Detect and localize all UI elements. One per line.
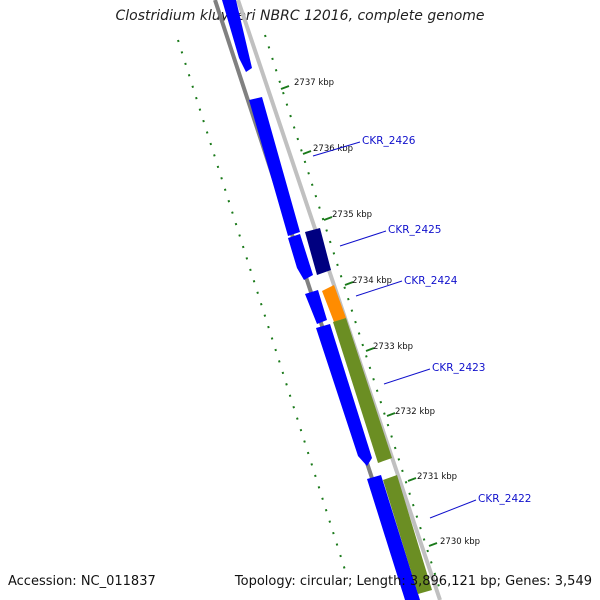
kbp-tick-2735 [323,216,333,221]
genome-title: Clostridium kluyveri NBRC 12016, complet… [115,8,485,24]
gene-label-leader [312,141,361,157]
gene-feature-dark-navy[interactable] [305,228,331,275]
kbp-label: 2736 kbp [313,144,353,154]
kbp-label: 2731 kbp [417,472,457,482]
gene-feature-forward-4[interactable] [305,290,327,324]
gene-feature-forward-5[interactable] [316,324,372,466]
gene-feature-forward-3[interactable] [288,234,313,280]
gene-label-leader [429,499,477,519]
kbp-label: 2737 kbp [294,78,334,88]
gene-feature-olive-1[interactable] [333,318,392,463]
kbp-tick-2731 [407,477,417,482]
kbp-label: 2733 kbp [373,342,413,352]
gene-feature-olive-2[interactable] [383,475,432,594]
gene-feature-orange[interactable] [322,285,346,322]
kbp-tick-2737 [280,85,290,90]
topology-summary-text: Topology: circular; Length: 3,896,121 bp… [234,574,592,589]
kbp-tick-2734 [344,281,354,286]
kbp-label: 2734 kbp [352,276,392,286]
gene-label-leader [383,368,431,385]
gene-label-leader [355,280,403,297]
gene-feature-forward-1[interactable] [222,0,252,72]
inner-ruler-dotted [264,34,441,591]
outer-ruler-dotted [177,39,346,571]
kbp-tick-2732 [386,412,396,417]
kbp-label: 2732 kbp [395,407,435,417]
gene-label-leader [339,230,387,247]
kbp-label: 2735 kbp [332,210,372,220]
gene-label-ckr-2426[interactable]: CKR_2426 [362,135,416,147]
kbp-tick-2733 [365,347,375,352]
gene-feature-forward-2[interactable] [249,97,300,236]
kbp-tick-2736 [302,150,312,155]
gene-label-ckr-2424[interactable]: CKR_2424 [404,275,458,287]
gene-label-ckr-2422[interactable]: CKR_2422 [478,493,531,505]
kbp-tick-2730 [428,542,438,547]
gene-label-ckr-2425[interactable]: CKR_2425 [388,224,441,236]
accession-text: Accession: NC_011837 [8,574,156,589]
kbp-label: 2730 kbp [440,537,480,547]
gene-label-ckr-2423[interactable]: CKR_2423 [432,362,485,374]
gene-feature-forward-6[interactable] [367,475,420,600]
